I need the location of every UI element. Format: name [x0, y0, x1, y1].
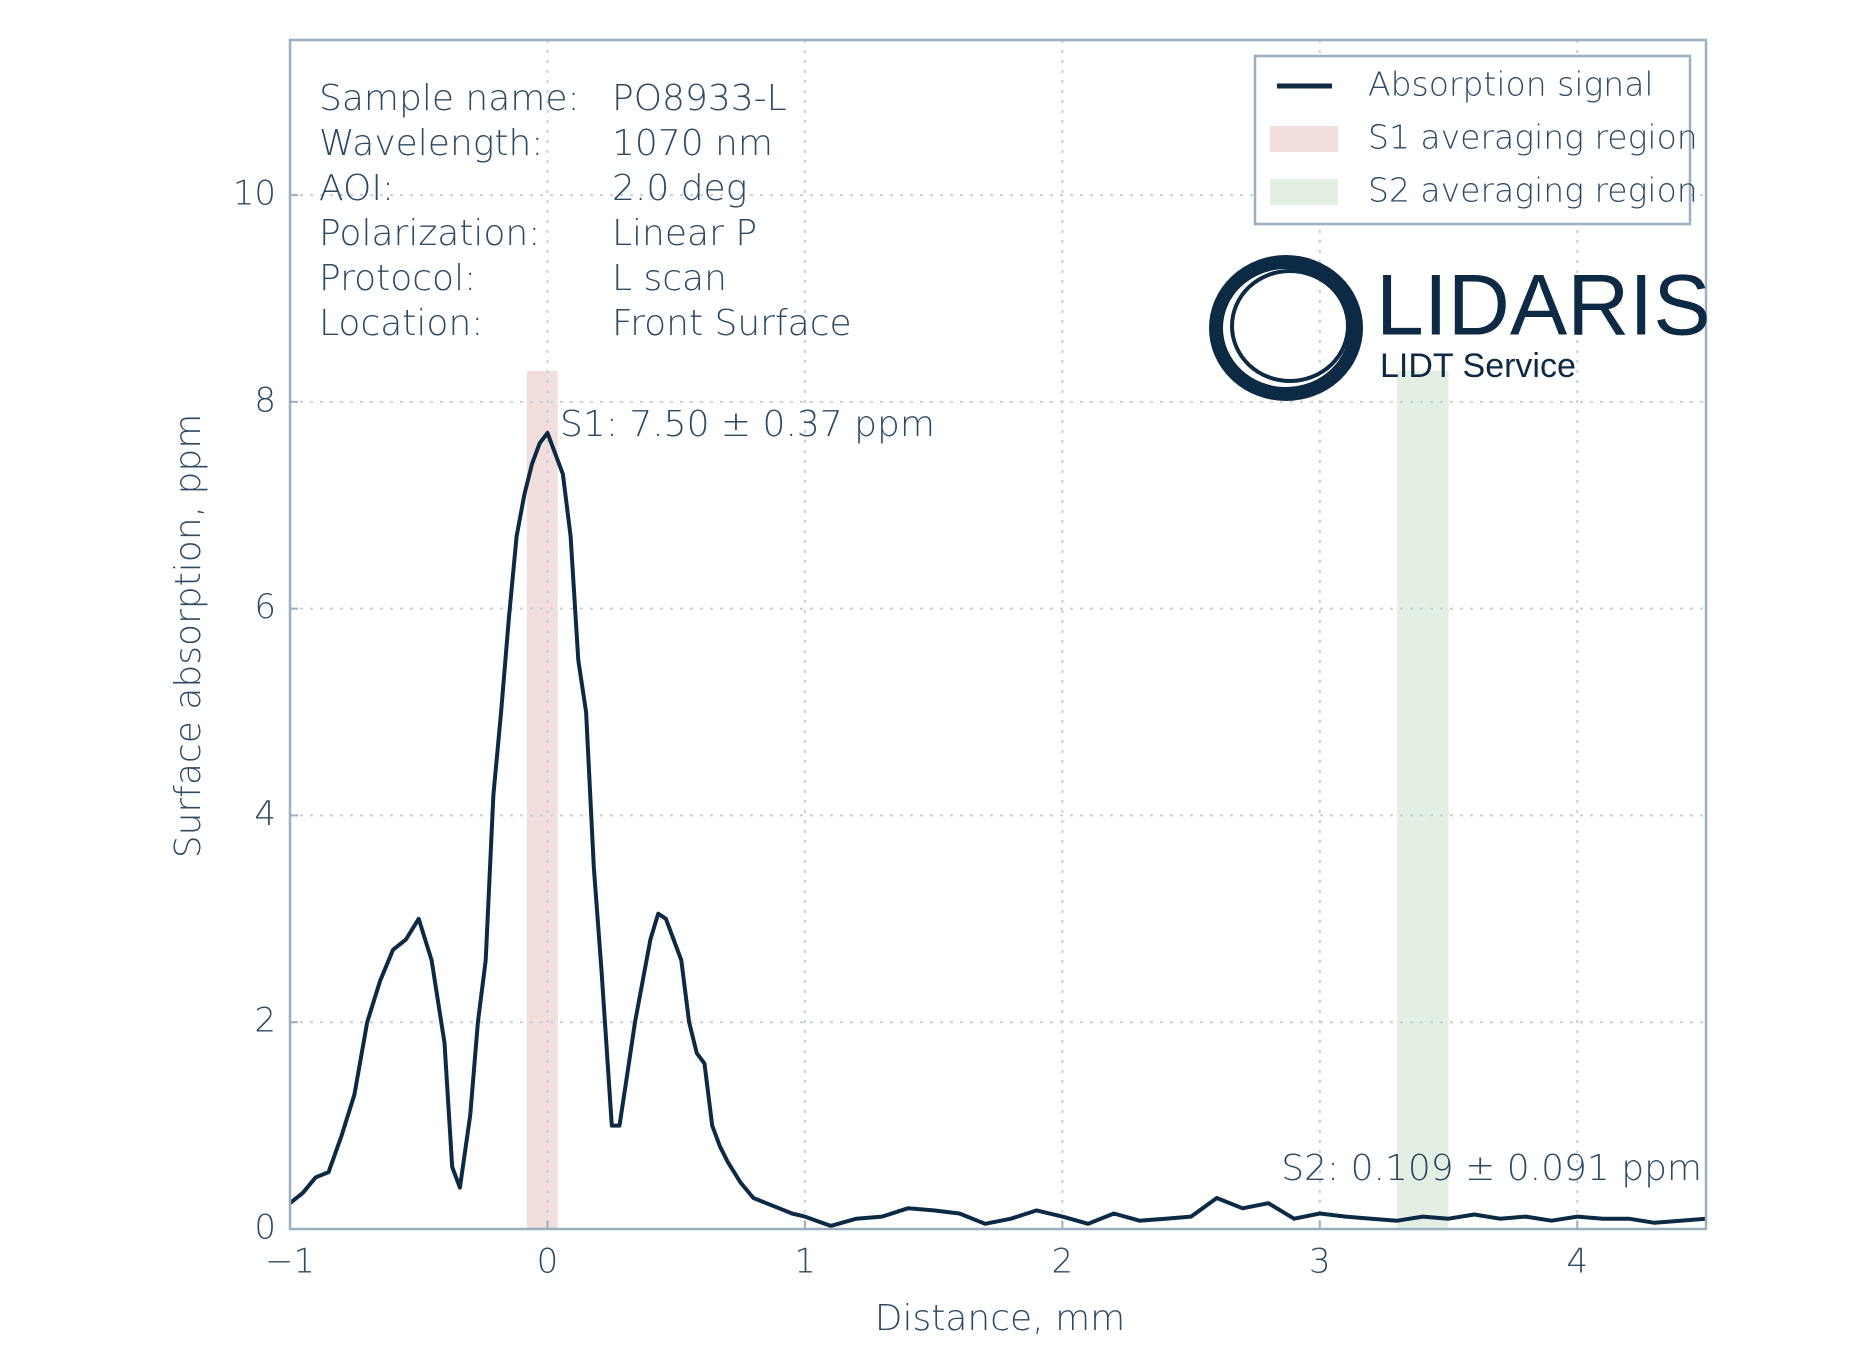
y-axis-label: Surface absorption, ppm	[168, 414, 209, 859]
logo: LIDARIS LIDT Service	[1209, 255, 1711, 401]
info-label: Wavelength:	[319, 123, 543, 164]
legend-label: Absorption signal	[1368, 65, 1654, 104]
info-value: 2.0 deg	[612, 168, 747, 209]
x-axis-label: Distance, mm	[875, 1298, 1125, 1339]
info-label: Location:	[319, 303, 483, 344]
annotation: S2: 0.109 ± 0.091 ppm	[1281, 1148, 1702, 1189]
x-tick-label: 3	[1309, 1242, 1331, 1282]
info-value: PO8933-L	[612, 78, 787, 119]
logo-subtitle: LIDT Service	[1380, 347, 1576, 385]
info-label: Polarization:	[319, 213, 540, 254]
legend-label: S1 averaging region	[1368, 118, 1698, 157]
annotation: S1: 7.50 ± 0.37 ppm	[560, 404, 935, 445]
y-tick-label: 2	[254, 1001, 276, 1041]
info-value: 1070 nm	[612, 123, 773, 164]
signal-line	[288, 430, 1707, 1228]
y-tick-label: 6	[254, 587, 276, 627]
info-value: Front Surface	[612, 303, 852, 344]
info-label: Protocol:	[319, 258, 476, 299]
legend-swatch	[1270, 179, 1338, 205]
info-value: Linear P	[612, 213, 757, 254]
averaging-region	[1397, 370, 1449, 1229]
logo-title: LIDARIS	[1376, 258, 1711, 354]
info-label: Sample name:	[319, 78, 580, 119]
y-tick-label: 10	[233, 174, 276, 214]
averaging-region	[526, 370, 558, 1229]
legend-swatch	[1270, 126, 1338, 152]
y-tick-label: 0	[254, 1208, 276, 1248]
info-value: L scan	[612, 258, 727, 299]
x-tick-label: 0	[537, 1242, 559, 1282]
x-tick-label: 2	[1052, 1242, 1074, 1282]
logo-ring	[1209, 255, 1363, 401]
y-tick-label: 8	[254, 380, 276, 420]
x-tick-label: 1	[794, 1242, 816, 1282]
x-tick-label: −1	[265, 1242, 315, 1282]
legend-label: S2 averaging region	[1368, 171, 1698, 210]
y-tick-label: 4	[254, 794, 276, 834]
info-label: AOI:	[319, 168, 394, 209]
logo-ring	[1230, 269, 1350, 383]
x-tick-label: 4	[1566, 1242, 1588, 1282]
plot-frame	[288, 38, 1708, 1231]
